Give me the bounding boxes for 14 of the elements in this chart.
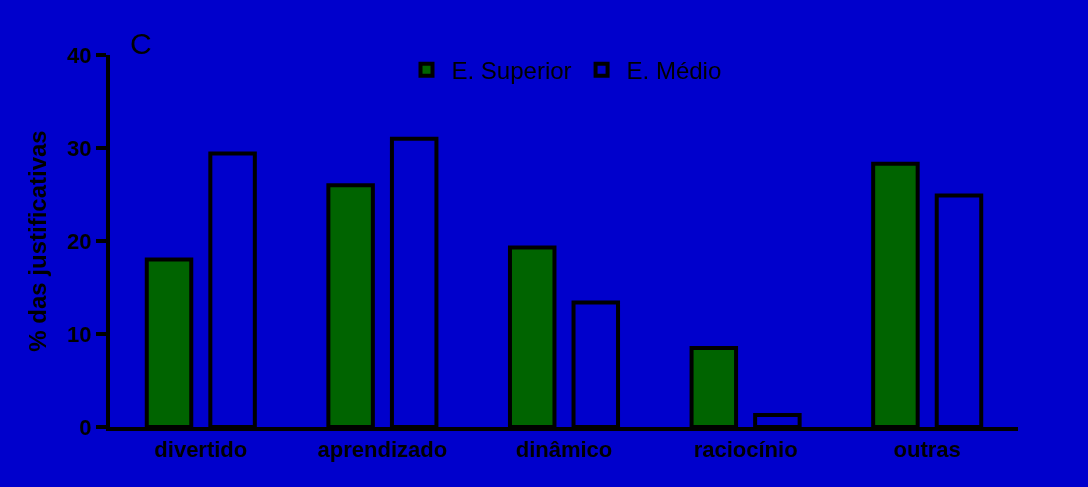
y-axis-title: % das justificativas: [23, 130, 51, 352]
y-tick-label: 40: [67, 42, 92, 68]
x-tick-label: dinâmico: [515, 437, 613, 463]
y-tick-label: 10: [67, 321, 92, 347]
x-tick-label: outras: [893, 437, 961, 463]
annotation: C: [130, 27, 152, 60]
x-tick-label: divertido: [154, 437, 248, 463]
y-tick-label: 20: [67, 228, 92, 254]
x-tick-label: raciocínio: [693, 437, 798, 463]
legend-label: E. Superior: [451, 57, 572, 85]
y-tick-label: 30: [67, 135, 92, 161]
x-tick-label: aprendizado: [317, 437, 448, 463]
y-tick-label: 0: [79, 414, 92, 440]
legend-label: E. Médio: [626, 57, 722, 85]
